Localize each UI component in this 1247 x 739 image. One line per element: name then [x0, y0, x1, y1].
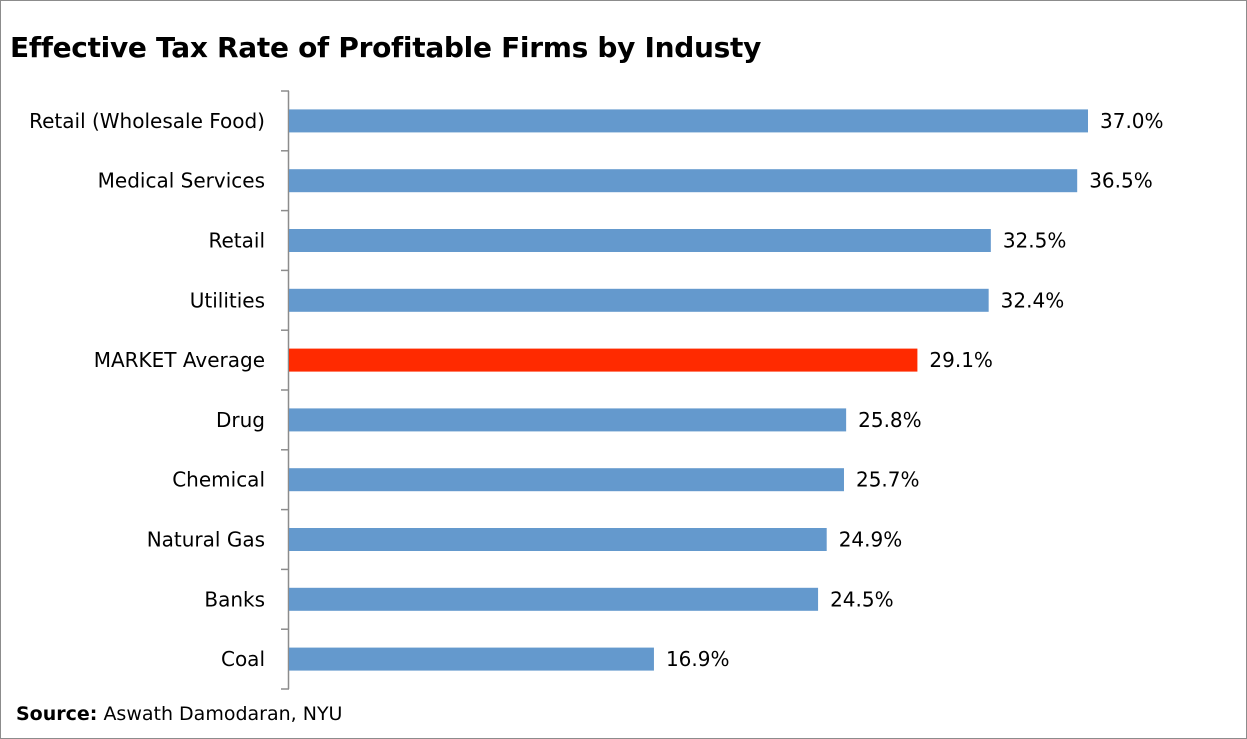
value-label: 37.0% — [1100, 109, 1164, 133]
bar-chemical — [289, 468, 844, 492]
bar-market-average — [289, 348, 918, 372]
chart-title: Effective Tax Rate of Profitable Firms b… — [10, 31, 762, 64]
value-label: 24.9% — [839, 528, 903, 552]
value-label: 24.5% — [830, 587, 894, 611]
category-label: Medical Services — [98, 169, 265, 193]
source-label: Source: — [16, 703, 98, 725]
bar-banks — [289, 587, 819, 611]
bar-coal — [289, 647, 654, 671]
value-label: 25.7% — [856, 468, 920, 492]
category-label: Banks — [204, 587, 265, 611]
bar-drug — [289, 408, 847, 432]
bar-retail — [289, 229, 991, 252]
bar-retail-wholesale-food — [289, 109, 1088, 133]
value-label: 29.1% — [929, 348, 993, 372]
source-note: Source: Aswath Damodaran, NYU — [16, 703, 342, 725]
value-label: 32.5% — [1003, 229, 1067, 253]
value-label: 25.8% — [858, 408, 922, 432]
category-label: Natural Gas — [147, 528, 265, 552]
category-label: Chemical — [172, 468, 265, 492]
category-label: Retail — [208, 229, 265, 253]
category-label: MARKET Average — [94, 348, 265, 372]
value-label: 16.9% — [666, 647, 730, 671]
value-label: 36.5% — [1089, 169, 1153, 193]
category-label: Retail (Wholesale Food) — [29, 109, 265, 133]
bar-utilities — [289, 288, 989, 312]
source-text: Aswath Damodaran, NYU — [103, 703, 343, 725]
bar-natural-gas — [289, 528, 827, 551]
category-label: Utilities — [190, 288, 265, 312]
value-label: 32.4% — [1001, 288, 1065, 312]
category-label: Coal — [221, 647, 265, 671]
category-label: Drug — [216, 408, 265, 432]
bar-medical-services — [289, 169, 1078, 193]
